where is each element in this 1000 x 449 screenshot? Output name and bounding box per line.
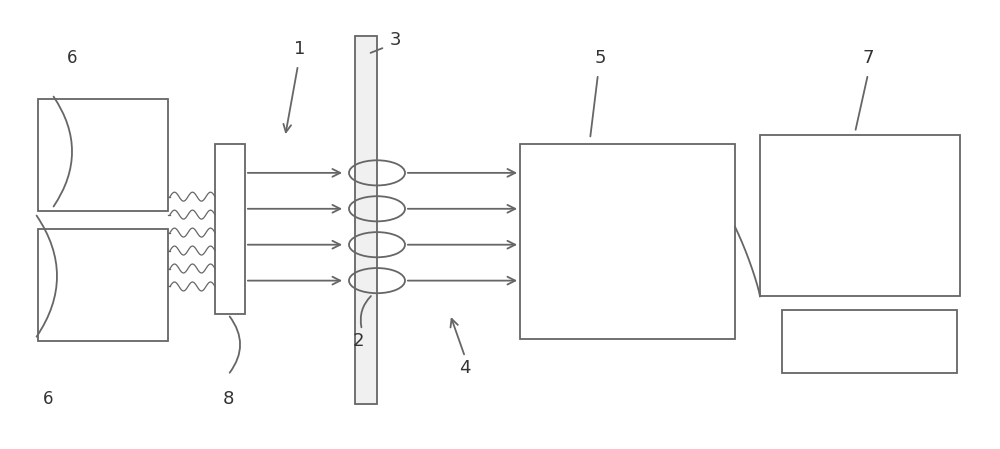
- Bar: [38, 99, 168, 211]
- Bar: [782, 310, 957, 373]
- Text: 7: 7: [862, 49, 874, 67]
- Text: 8: 8: [222, 390, 234, 408]
- Text: 6: 6: [43, 390, 53, 408]
- Text: 3: 3: [389, 31, 401, 49]
- Text: 4: 4: [459, 359, 471, 377]
- Text: 5: 5: [594, 49, 606, 67]
- Text: 6: 6: [67, 49, 77, 67]
- Bar: [520, 144, 735, 339]
- Bar: [760, 135, 960, 296]
- Bar: [355, 36, 377, 404]
- Text: 2: 2: [352, 332, 364, 350]
- Text: 1: 1: [294, 40, 306, 58]
- Bar: [215, 144, 245, 314]
- Bar: [38, 229, 168, 341]
